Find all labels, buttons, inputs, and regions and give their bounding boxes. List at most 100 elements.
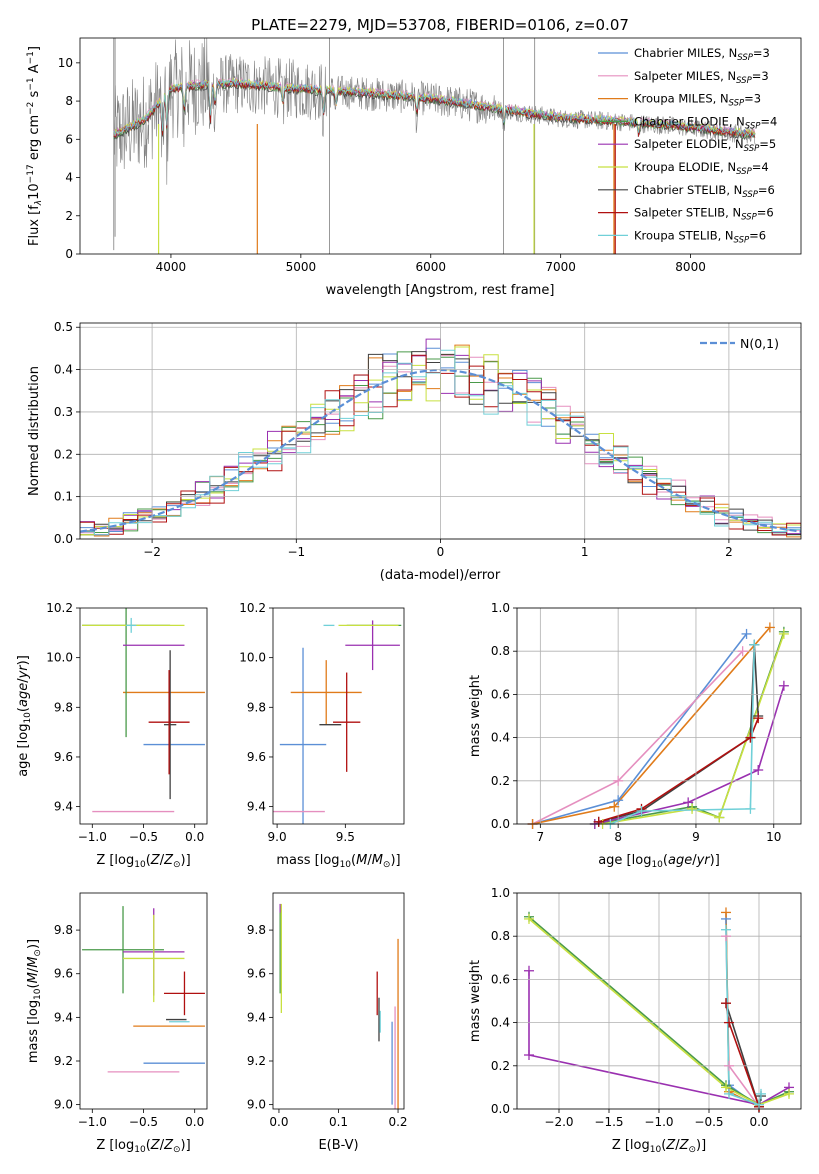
axes-frame xyxy=(272,607,405,825)
marker-salpeter_stelib xyxy=(753,713,764,724)
legend-label-kroupa_stelib: Kroupa STELIB, NSSP=6 xyxy=(634,228,766,245)
legend-label-salpeter_elodie: Salpeter ELODIE, NSSP=5 xyxy=(634,137,776,154)
x-tick-label: −0.5 xyxy=(694,1115,723,1129)
y-tick-label: 9.0 xyxy=(247,1098,266,1112)
x-tick-label: −1.0 xyxy=(78,830,107,844)
x-tick-label: −0.5 xyxy=(129,830,158,844)
plot-area-mass_vs_Z xyxy=(82,906,205,1073)
axes-frame xyxy=(79,322,802,540)
x-tick-label: 0.0 xyxy=(749,1115,768,1129)
marker-salpeter_elodie xyxy=(524,1050,534,1060)
legend-label-kroupa_miles: Kroupa MILES, NSSP=3 xyxy=(634,92,761,109)
plot-area-mass_vs_EBV xyxy=(279,903,399,1109)
y-tick-label: 0.4 xyxy=(54,363,73,377)
marker-salpeter_miles xyxy=(613,775,624,786)
marker-kroupa_miles xyxy=(609,801,620,812)
marker-kroupa_elodie xyxy=(524,913,534,924)
y-tick-label: 0.5 xyxy=(54,320,73,334)
marker-salpeter_elodie xyxy=(753,765,764,775)
y-tick-label: 9.0 xyxy=(54,1098,73,1112)
y-tick-label: 0.2 xyxy=(54,447,73,461)
series-line-kroupa_miles xyxy=(532,626,771,824)
marker-kroupa_elodie xyxy=(778,628,789,639)
x-tick-label: 0.0 xyxy=(269,1115,288,1129)
x-tick-label: 9 xyxy=(692,830,700,844)
spectrum-model-chabrier_stelib xyxy=(113,82,756,141)
marker-kroupa_stelib xyxy=(745,803,756,814)
x-tick-label: −1.5 xyxy=(594,1115,623,1129)
marker-kroupa_miles xyxy=(764,622,775,633)
x-axis-label: age [log10(age/yr)] xyxy=(598,853,720,870)
plot-area-age_vs_mass xyxy=(273,620,402,824)
plot-area-mass_weight_vs_age xyxy=(532,626,785,824)
x-tick-label: 0.2 xyxy=(388,1115,407,1129)
marker-salpeter_stelib xyxy=(593,816,604,827)
axes-mass_weight_vs_Z: −2.0 −1.5 −1.0 −0.5 0.0 0.0 0.2 0.4 0.6 0.8 1.0 xyxy=(491,886,802,1129)
plot-area-age_vs_Z xyxy=(82,608,205,813)
x-axis-label: Z [log10(Z/Z⊙)] xyxy=(612,1138,706,1155)
x-tick-label: −2.0 xyxy=(544,1115,573,1129)
marker-salpeter_elodie xyxy=(778,680,789,691)
y-tick-label: 10.2 xyxy=(239,601,266,615)
x-tick-label: −2 xyxy=(143,545,161,559)
axes-mass_vs_EBV: 0.0 0.1 0.2 9.0 9.2 9.4 9.6 9.8 xyxy=(247,892,408,1129)
marker-kroupa_stelib xyxy=(756,1088,766,1099)
y-tick-label: 0.0 xyxy=(491,1102,510,1116)
axes-frame xyxy=(516,607,802,825)
x-axis-label: wavelength [Angstrom, rest frame] xyxy=(326,283,555,298)
chart-title: PLATE=2279, MJD=53708, FIBERID=0106, z=0… xyxy=(251,16,629,34)
y-tick-label: 0.8 xyxy=(491,644,510,658)
axes-spectrum: 4000 5000 6000 7000 8000 0 2 4 6 8 10 xyxy=(58,37,802,274)
x-tick-label: 8 xyxy=(614,830,622,844)
x-tick-label: 5000 xyxy=(286,260,317,274)
y-tick-label: 9.2 xyxy=(247,1054,266,1068)
y-tick-label: 9.4 xyxy=(247,800,266,814)
y-tick-label: 0.6 xyxy=(491,972,510,986)
axes-frame xyxy=(272,892,405,1110)
axes-age_vs_mass: 9.0 9.5 9.4 9.6 9.8 10.0 10.2 xyxy=(239,601,405,844)
marker-kroupa_elodie xyxy=(784,1088,794,1099)
y-tick-label: 6 xyxy=(65,132,73,146)
y-tick-label: 0.8 xyxy=(491,929,510,943)
series-line-salpeter_elodie xyxy=(528,970,790,1106)
axes-frame xyxy=(79,607,208,825)
spectrum-model-kroupa_stelib xyxy=(113,79,756,138)
marker-salpeter_stelib xyxy=(745,732,756,743)
y-axis-label: Flux [fλ10−17 erg cm−2 s−1 A−1] xyxy=(26,46,44,246)
y-tick-label: 4 xyxy=(65,171,73,185)
marker-kroupa_elodie xyxy=(714,812,725,823)
series-line-chabrier_miles xyxy=(725,918,760,1108)
y-tick-label: 0.0 xyxy=(491,817,510,831)
x-tick-label: −1.0 xyxy=(78,1115,107,1129)
axes-mass_weight_vs_age: 7 8 9 10 0.0 0.2 0.4 0.6 0.8 1.0 xyxy=(491,601,802,844)
marker-kroupa_stelib xyxy=(636,806,647,817)
x-tick-label: −1 xyxy=(287,545,305,559)
y-tick-label: 9.4 xyxy=(247,1010,266,1024)
x-tick-label: −1.0 xyxy=(644,1115,673,1129)
y-tick-label: 8 xyxy=(65,94,73,108)
axes-age_vs_Z: −1.0 −0.5 0.0 9.4 9.6 9.8 10.0 10.2 xyxy=(46,601,208,844)
y-tick-label: 10.0 xyxy=(46,651,73,665)
x-tick-label: 10 xyxy=(766,830,781,844)
y-tick-label: 0.2 xyxy=(491,774,510,788)
x-axis-label: E(B-V) xyxy=(318,1138,358,1153)
series-line-kroupa_stelib xyxy=(725,929,762,1106)
marker-kroupa_stelib xyxy=(721,924,731,935)
marker-chabrier_miles xyxy=(741,628,752,639)
marker-kroupa_elodie xyxy=(687,803,698,814)
y-tick-label: 0.1 xyxy=(54,490,73,504)
y-axis-label: mass [log10(M/M⊙)] xyxy=(26,939,43,1063)
axes-frame xyxy=(79,37,802,255)
y-tick-label: 9.4 xyxy=(54,1010,73,1024)
series-line-chabrier_miles xyxy=(532,633,748,824)
series-line-kroupa_elodie xyxy=(602,633,785,824)
y-axis-label: mass weight xyxy=(468,960,483,1042)
spectrum-model-salpeter_stelib xyxy=(113,79,756,139)
x-tick-label: 0 xyxy=(437,545,445,559)
y-tick-label: 9.8 xyxy=(54,923,73,937)
marker-salpeter_miles xyxy=(724,1060,734,1071)
legend-label-chabrier_stelib: Chabrier STELIB, NSSP=6 xyxy=(634,183,775,200)
y-axis-label: age [log10(age/yr)] xyxy=(16,655,33,777)
marker-kroupa_elodie xyxy=(721,1082,731,1093)
